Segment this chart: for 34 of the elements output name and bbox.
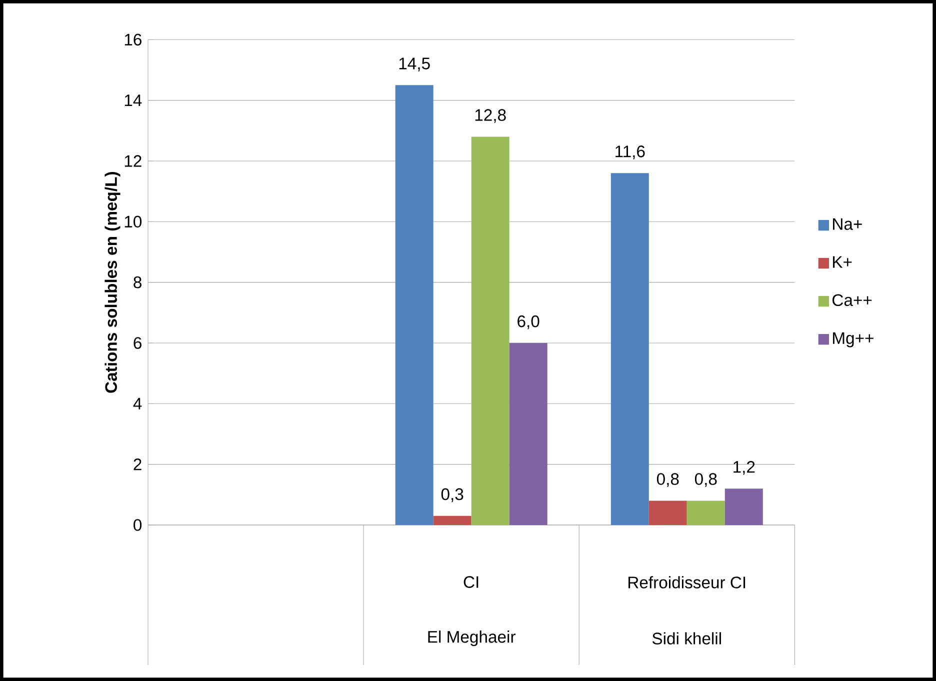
data-label: 6,0 xyxy=(518,315,540,330)
x-tick-label: Refroidisseur CI xyxy=(628,576,746,588)
y-tick-label: 16 xyxy=(124,34,142,46)
y-tick-label: 6 xyxy=(134,337,142,349)
data-label: 0,3 xyxy=(441,488,464,502)
bar xyxy=(724,488,763,525)
bar xyxy=(648,500,687,525)
y-tick-label: 12 xyxy=(124,155,142,167)
legend-label: K+ xyxy=(833,256,852,268)
bar xyxy=(686,500,725,525)
data-label: 1,2 xyxy=(734,461,755,475)
x-tick-label: CI xyxy=(464,576,478,588)
y-tick-label: 0 xyxy=(134,519,142,531)
y-tick-label: 10 xyxy=(124,216,142,228)
text: El Meghaeir xyxy=(428,630,516,646)
data-label: 0,8 xyxy=(694,473,717,487)
data-label: 0,8 xyxy=(656,473,679,487)
bar xyxy=(509,342,548,525)
y-tick-label: 4 xyxy=(133,398,142,410)
y-axis-title: Cations solubles en (meq/L) xyxy=(104,172,120,393)
text: Sidi khelil xyxy=(652,632,721,644)
bar xyxy=(471,136,510,525)
bar xyxy=(433,516,472,525)
legend-label: Mg++ xyxy=(833,332,874,348)
legend-label: Ca++ xyxy=(832,294,872,306)
y-tick-label: 14 xyxy=(124,94,142,106)
data-label: 14,5 xyxy=(399,58,430,72)
data-label: 11,6 xyxy=(616,146,645,160)
data-label: 12,8 xyxy=(475,109,506,123)
y-tick-label: 2 xyxy=(134,458,142,470)
y-tick-label: 8 xyxy=(134,276,142,288)
bar xyxy=(610,173,649,525)
bar xyxy=(395,85,434,525)
legend-label: Na+ xyxy=(833,218,862,230)
